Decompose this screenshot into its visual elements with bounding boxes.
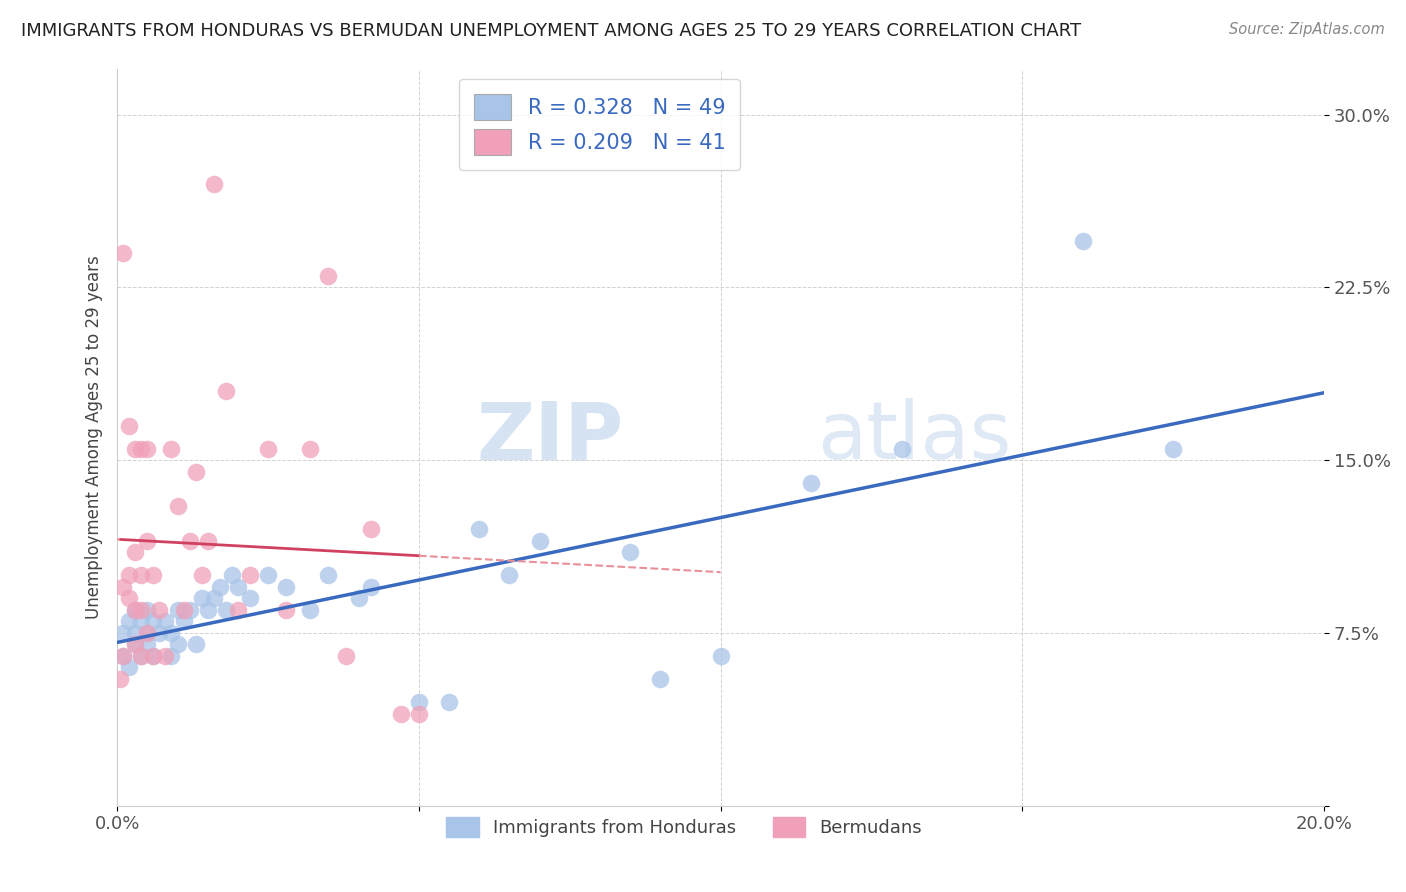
Point — [118, 660, 141, 674]
Text: ZIP: ZIP — [477, 398, 624, 476]
Point — [208, 580, 231, 594]
Legend: Immigrants from Honduras, Bermudans: Immigrants from Honduras, Bermudans — [439, 809, 929, 845]
Point — [347, 591, 370, 606]
Point — [190, 591, 212, 606]
Point — [131, 442, 153, 456]
Point — [160, 648, 183, 663]
Point — [148, 603, 170, 617]
Point — [318, 268, 340, 283]
Point — [184, 637, 207, 651]
Point — [1071, 235, 1094, 249]
Point — [190, 568, 212, 582]
Point — [124, 442, 146, 456]
Point — [318, 568, 340, 582]
Point — [197, 603, 219, 617]
Point — [179, 533, 201, 548]
Point — [155, 615, 177, 629]
Point — [215, 603, 238, 617]
Point — [650, 672, 672, 686]
Point — [160, 442, 183, 456]
Text: Source: ZipAtlas.com: Source: ZipAtlas.com — [1229, 22, 1385, 37]
Point — [299, 603, 322, 617]
Point — [124, 626, 146, 640]
Point — [498, 568, 520, 582]
Point — [118, 615, 141, 629]
Text: atlas: atlas — [817, 398, 1011, 476]
Point — [202, 591, 225, 606]
Point — [142, 648, 165, 663]
Point — [179, 603, 201, 617]
Point — [360, 580, 382, 594]
Point — [136, 626, 159, 640]
Point — [215, 384, 238, 398]
Point — [136, 533, 159, 548]
Point — [709, 648, 731, 663]
Point — [257, 442, 280, 456]
Point — [118, 568, 141, 582]
Point — [408, 695, 430, 709]
Point — [437, 695, 460, 709]
Point — [619, 545, 641, 559]
Point — [335, 648, 357, 663]
Point — [108, 672, 131, 686]
Point — [160, 626, 183, 640]
Point — [148, 626, 170, 640]
Point — [136, 637, 159, 651]
Point — [131, 603, 153, 617]
Text: IMMIGRANTS FROM HONDURAS VS BERMUDAN UNEMPLOYMENT AMONG AGES 25 TO 29 YEARS CORR: IMMIGRANTS FROM HONDURAS VS BERMUDAN UNE… — [21, 22, 1081, 40]
Point — [239, 591, 262, 606]
Point — [112, 245, 135, 260]
Point — [124, 603, 146, 617]
Point — [136, 603, 159, 617]
Point — [112, 626, 135, 640]
Point — [890, 442, 912, 456]
Point — [124, 637, 146, 651]
Point — [124, 545, 146, 559]
Point — [257, 568, 280, 582]
Point — [389, 706, 412, 721]
Point — [173, 615, 195, 629]
Point — [276, 580, 298, 594]
Point — [166, 603, 188, 617]
Point — [124, 637, 146, 651]
Point — [239, 568, 262, 582]
Point — [124, 603, 146, 617]
Point — [276, 603, 298, 617]
Point — [197, 533, 219, 548]
Point — [131, 648, 153, 663]
Point — [142, 615, 165, 629]
Point — [202, 177, 225, 191]
Point — [360, 522, 382, 536]
Point — [184, 465, 207, 479]
Point — [136, 442, 159, 456]
Y-axis label: Unemployment Among Ages 25 to 29 years: Unemployment Among Ages 25 to 29 years — [86, 255, 103, 619]
Point — [136, 626, 159, 640]
Point — [142, 568, 165, 582]
Point — [131, 648, 153, 663]
Point — [468, 522, 491, 536]
Point — [299, 442, 322, 456]
Point — [131, 615, 153, 629]
Point — [118, 591, 141, 606]
Point — [112, 648, 135, 663]
Point — [1161, 442, 1184, 456]
Point — [118, 418, 141, 433]
Point — [112, 648, 135, 663]
Point — [112, 580, 135, 594]
Point — [221, 568, 243, 582]
Point — [800, 476, 823, 491]
Point — [166, 637, 188, 651]
Point — [408, 706, 430, 721]
Point — [529, 533, 551, 548]
Point — [142, 648, 165, 663]
Point — [226, 603, 249, 617]
Point — [131, 568, 153, 582]
Point — [155, 648, 177, 663]
Point — [166, 500, 188, 514]
Point — [173, 603, 195, 617]
Point — [226, 580, 249, 594]
